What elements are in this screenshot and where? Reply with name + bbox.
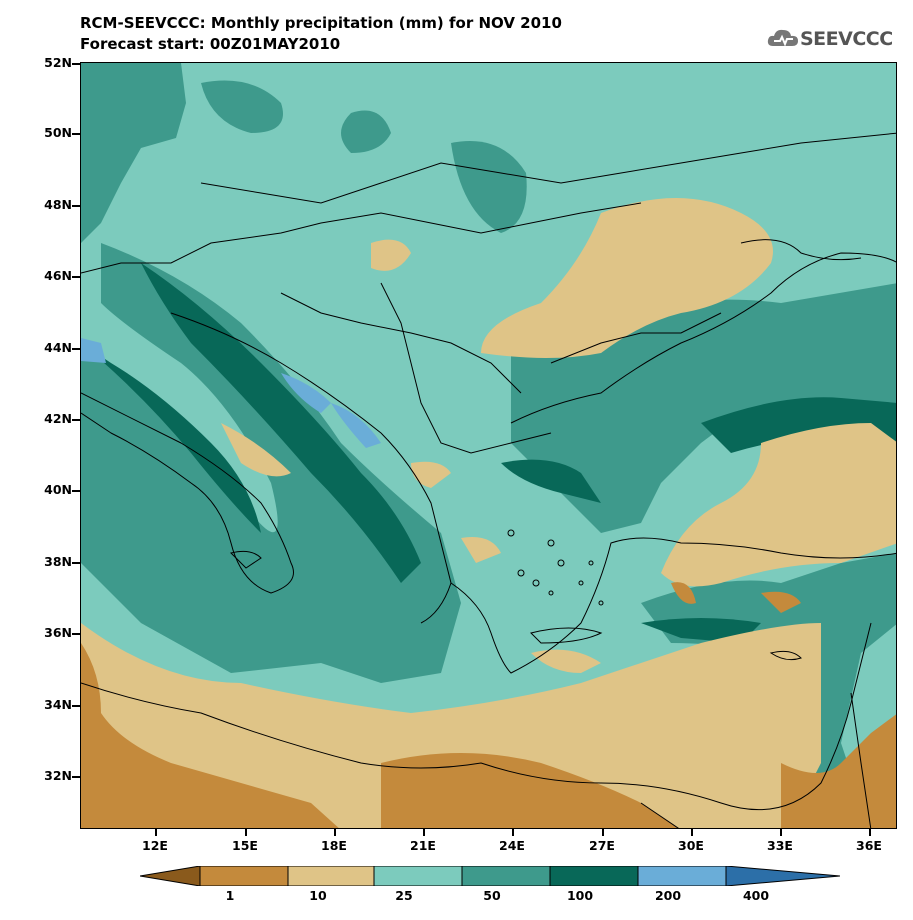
lat-label: 40N bbox=[44, 482, 72, 497]
lon-tick bbox=[423, 829, 425, 836]
colorbar-label: 50 bbox=[483, 888, 501, 903]
lon-label: 27E bbox=[589, 838, 615, 853]
lat-label: 42N bbox=[44, 411, 72, 426]
lat-tick bbox=[72, 562, 80, 564]
lat-tick bbox=[72, 705, 80, 707]
colorbar-gt400 bbox=[725, 866, 840, 886]
lat-tick bbox=[72, 348, 80, 350]
lat-tick bbox=[72, 205, 80, 207]
lon-tick bbox=[334, 829, 336, 836]
lon-tick bbox=[691, 829, 693, 836]
colorbar-label: 100 bbox=[566, 888, 594, 903]
precipitation-map bbox=[80, 62, 897, 829]
lon-tick bbox=[512, 829, 514, 836]
colorbar-100-200 bbox=[549, 866, 639, 886]
colorbar-lt1 bbox=[140, 866, 201, 886]
seevccc-logo: SEEVCCC bbox=[766, 24, 906, 56]
colorbar-1-10 bbox=[199, 866, 289, 886]
colorbar-label: 10 bbox=[309, 888, 327, 903]
colorbar-25-50 bbox=[373, 866, 463, 886]
lat-tick bbox=[72, 633, 80, 635]
colorbar-label: 200 bbox=[654, 888, 682, 903]
lon-tick bbox=[245, 829, 247, 836]
lat-label: 46N bbox=[44, 268, 72, 283]
lon-label: 36E bbox=[856, 838, 882, 853]
colorbar bbox=[140, 866, 840, 886]
lon-tick bbox=[869, 829, 871, 836]
field-1-10 bbox=[81, 582, 896, 828]
field-10-25 bbox=[81, 198, 896, 828]
lat-label: 50N bbox=[44, 125, 72, 140]
lon-label: 15E bbox=[232, 838, 258, 853]
lon-label: 18E bbox=[321, 838, 347, 853]
lat-tick bbox=[72, 63, 80, 65]
lat-tick bbox=[72, 419, 80, 421]
lon-tick bbox=[780, 829, 782, 836]
colorbar-label: 25 bbox=[395, 888, 413, 903]
lat-label: 44N bbox=[44, 340, 72, 355]
lon-label: 33E bbox=[767, 838, 793, 853]
forecast-start-label: Forecast start: 00Z01MAY2010 bbox=[80, 35, 341, 53]
lon-tick bbox=[155, 829, 157, 836]
lon-label: 21E bbox=[410, 838, 436, 853]
lat-tick bbox=[72, 133, 80, 135]
lon-label: 12E bbox=[142, 838, 168, 853]
logo-text: SEEVCCC bbox=[800, 28, 893, 50]
colorbar-label: 400 bbox=[742, 888, 770, 903]
coastlines bbox=[81, 132, 896, 828]
lat-label: 48N bbox=[44, 197, 72, 212]
lon-label: 30E bbox=[678, 838, 704, 853]
field-100-200 bbox=[81, 263, 896, 643]
cloud-icon bbox=[767, 29, 798, 47]
lat-label: 36N bbox=[44, 625, 72, 640]
lat-label: 52N bbox=[44, 55, 72, 70]
islands bbox=[230, 529, 802, 661]
colorbar-label: 1 bbox=[225, 888, 235, 903]
map-title: RCM-SEEVCCC: Monthly precipitation (mm) … bbox=[80, 14, 562, 32]
lon-tick bbox=[602, 829, 604, 836]
lat-label: 32N bbox=[44, 768, 72, 783]
lat-label: 34N bbox=[44, 697, 72, 712]
lat-tick bbox=[72, 776, 80, 778]
lat-label: 38N bbox=[44, 554, 72, 569]
lat-tick bbox=[72, 490, 80, 492]
field-200-400 bbox=[81, 338, 381, 448]
colorbar-50-100 bbox=[461, 866, 551, 886]
lon-label: 24E bbox=[499, 838, 525, 853]
colorbar-10-25 bbox=[287, 866, 375, 886]
colorbar-200-400 bbox=[637, 866, 727, 886]
lat-tick bbox=[72, 276, 80, 278]
